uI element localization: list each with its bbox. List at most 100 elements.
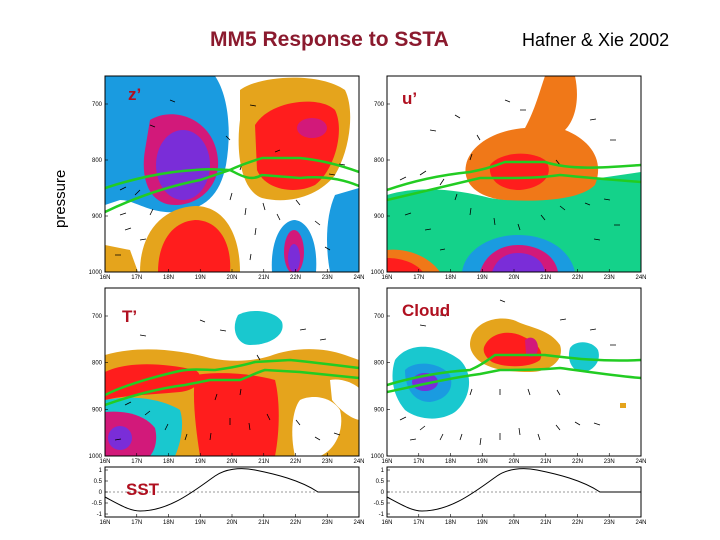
x-tick-label: 20N <box>508 520 519 526</box>
x-tick-label: 19N <box>477 459 488 465</box>
pressure-tick-label: 1000 <box>371 270 385 276</box>
x-tick-label: 24N <box>635 275 646 281</box>
x-tick-label: 21N <box>540 520 551 526</box>
panel-label-u-prime: u’ <box>402 89 417 108</box>
sst-tick-label: 0.5 <box>94 479 103 485</box>
x-tick-label: 21N <box>540 275 551 281</box>
pressure-tick-label: 900 <box>374 214 385 220</box>
x-tick-label: 19N <box>195 275 206 281</box>
x-tick-label: 24N <box>353 275 364 281</box>
pressure-tick-label: 700 <box>92 314 103 320</box>
sst-tick-label: 0.5 <box>376 479 385 485</box>
x-tick-label: 19N <box>477 520 488 526</box>
x-tick-label: 21N <box>258 459 269 465</box>
x-tick-label: 24N <box>635 459 646 465</box>
x-tick-label: 23N <box>322 459 333 465</box>
x-tick-label: 18N <box>163 275 174 281</box>
wind-vectors <box>115 99 346 261</box>
x-tick-label: 23N <box>322 520 333 526</box>
x-tick-label: 23N <box>604 275 615 281</box>
panel-label-t-prime: T’ <box>122 307 137 326</box>
wind-vectors <box>399 99 620 251</box>
pressure-tick-label: 800 <box>374 158 385 164</box>
x-tick-label: 17N <box>131 275 142 281</box>
x-tick-label: 21N <box>540 459 551 465</box>
x-tick-label: 18N <box>163 520 174 526</box>
pressure-tick-label: 800 <box>92 361 103 367</box>
sst-curve <box>104 468 359 512</box>
x-tick-label: 23N <box>322 275 333 281</box>
x-tick-label: 18N <box>445 520 456 526</box>
wind-vectors <box>399 299 616 446</box>
x-tick-label: 22N <box>572 275 583 281</box>
sst-panel-right <box>386 466 642 518</box>
x-tick-label: 16N <box>381 275 392 281</box>
t-prime-field <box>105 288 359 456</box>
sst-tick-label: 0 <box>99 490 103 496</box>
x-tick-label: 17N <box>413 520 424 526</box>
x-tick-label: 20N <box>226 520 237 526</box>
x-tick-label: 21N <box>258 520 269 526</box>
axis-ticks: 16N 17N 18N 19N 20N 21N 22N 23N 24N7008009001000… <box>89 102 647 526</box>
wind-vectors <box>114 319 341 441</box>
pressure-tick-label: 900 <box>374 407 385 413</box>
x-tick-label: 19N <box>195 520 206 526</box>
reference-citation: Hafner & Xie 2002 <box>522 30 670 50</box>
x-tick-label: 22N <box>290 459 301 465</box>
x-tick-label: 24N <box>635 520 646 526</box>
x-tick-label: 22N <box>572 459 583 465</box>
x-tick-label: 22N <box>290 520 301 526</box>
x-tick-label: 20N <box>508 459 519 465</box>
x-tick-label: 24N <box>353 520 364 526</box>
sst-tick-label: -1 <box>379 512 385 518</box>
panel-t-prime: T’ <box>104 287 360 457</box>
x-tick-label: 20N <box>508 275 519 281</box>
x-tick-label: 17N <box>413 459 424 465</box>
pressure-tick-label: 1000 <box>89 270 103 276</box>
panel-cloud: Cloud <box>386 287 642 457</box>
x-tick-label: 16N <box>381 520 392 526</box>
x-tick-label: 19N <box>195 459 206 465</box>
u-prime-field <box>387 76 641 272</box>
pressure-tick-label: 700 <box>374 102 385 108</box>
pressure-tick-label: 800 <box>92 158 103 164</box>
x-tick-label: 17N <box>131 520 142 526</box>
pressure-tick-label: 900 <box>92 407 103 413</box>
panel-label-cloud: Cloud <box>402 301 450 320</box>
x-tick-label: 18N <box>445 275 456 281</box>
panel-label-sst: SST <box>126 480 160 499</box>
x-tick-label: 24N <box>353 459 364 465</box>
x-tick-label: 17N <box>413 275 424 281</box>
sst-tick-label: 0 <box>381 490 385 496</box>
panel-label-z-prime: z’ <box>128 85 141 104</box>
x-tick-label: 22N <box>290 275 301 281</box>
sst-tick-label: 1 <box>99 468 103 474</box>
x-tick-label: 21N <box>258 275 269 281</box>
x-tick-label: 16N <box>99 275 110 281</box>
pressure-tick-label: 1000 <box>89 454 103 460</box>
x-tick-label: 16N <box>99 459 110 465</box>
panel-u-prime: u’ <box>386 75 642 273</box>
cloud-field <box>387 288 641 456</box>
x-tick-label: 23N <box>604 459 615 465</box>
sst-curve <box>386 468 641 512</box>
z-prime-field <box>105 76 359 272</box>
pressure-tick-label: 1000 <box>371 454 385 460</box>
x-tick-label: 20N <box>226 275 237 281</box>
x-tick-label: 20N <box>226 459 237 465</box>
pressure-tick-label: 700 <box>374 314 385 320</box>
x-tick-label: 16N <box>99 520 110 526</box>
pressure-tick-label: 900 <box>92 214 103 220</box>
pressure-tick-label: 700 <box>92 102 103 108</box>
x-tick-label: 19N <box>477 275 488 281</box>
pressure-tick-label: 800 <box>374 361 385 367</box>
figure-title: MM5 Response to SSTA <box>210 28 449 51</box>
sst-tick-label: -0.5 <box>374 501 385 507</box>
x-tick-label: 23N <box>604 520 615 526</box>
x-tick-label: 17N <box>131 459 142 465</box>
sst-panel-left: SST <box>104 466 360 518</box>
sst-tick-label: -1 <box>97 512 103 518</box>
x-tick-label: 22N <box>572 520 583 526</box>
x-tick-label: 18N <box>445 459 456 465</box>
